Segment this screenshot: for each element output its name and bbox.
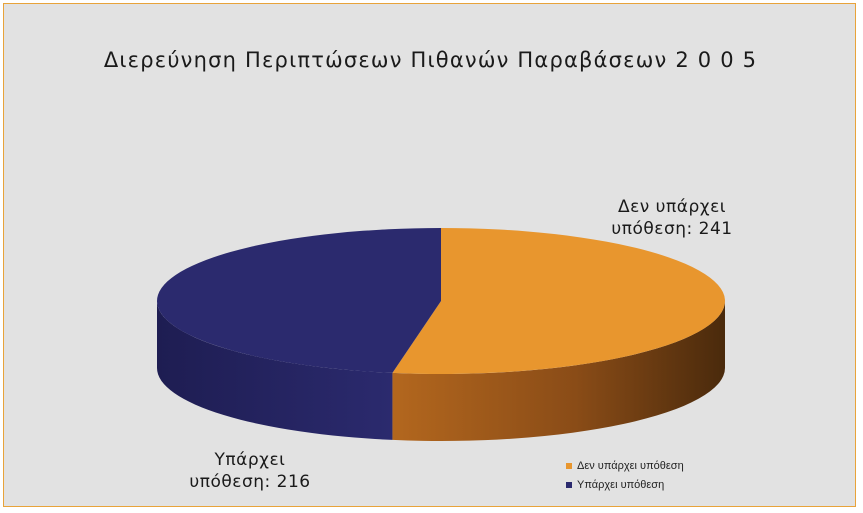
legend-swatch-case: [566, 481, 572, 488]
label-no-case-line1: Δεν υπάρχει: [617, 197, 727, 217]
label-case-line1: Υπάρχει: [214, 450, 286, 470]
chart-title: Διερεύνηση Περιπτώσεων Πιθανών Παραβάσεω…: [103, 48, 758, 72]
pie-slice-no-case: [392, 228, 726, 375]
label-no-case: Δεν υπάρχει υπόθεση: 241: [592, 196, 752, 240]
legend-swatch-no-case: [566, 462, 572, 469]
pie-side-case: [156, 301, 393, 440]
pie-slice-case: [157, 228, 441, 373]
legend: Δεν υπάρχει υπόθεση Υπάρχει υπόθεση: [566, 456, 684, 494]
legend-item-case: Υπάρχει υπόθεση: [566, 475, 684, 494]
legend-item-no-case: Δεν υπάρχει υπόθεση: [566, 456, 684, 475]
label-no-case-line2: υπόθεση: 241: [611, 219, 733, 239]
label-case: Υπάρχει υπόθεση: 216: [170, 449, 330, 493]
label-case-line2: υπόθεση: 216: [189, 472, 311, 492]
legend-label-case: Υπάρχει υπόθεση: [577, 478, 665, 491]
pie-side-no-case: [392, 301, 725, 441]
legend-label-no-case: Δεν υπάρχει υπόθεση: [577, 459, 684, 472]
